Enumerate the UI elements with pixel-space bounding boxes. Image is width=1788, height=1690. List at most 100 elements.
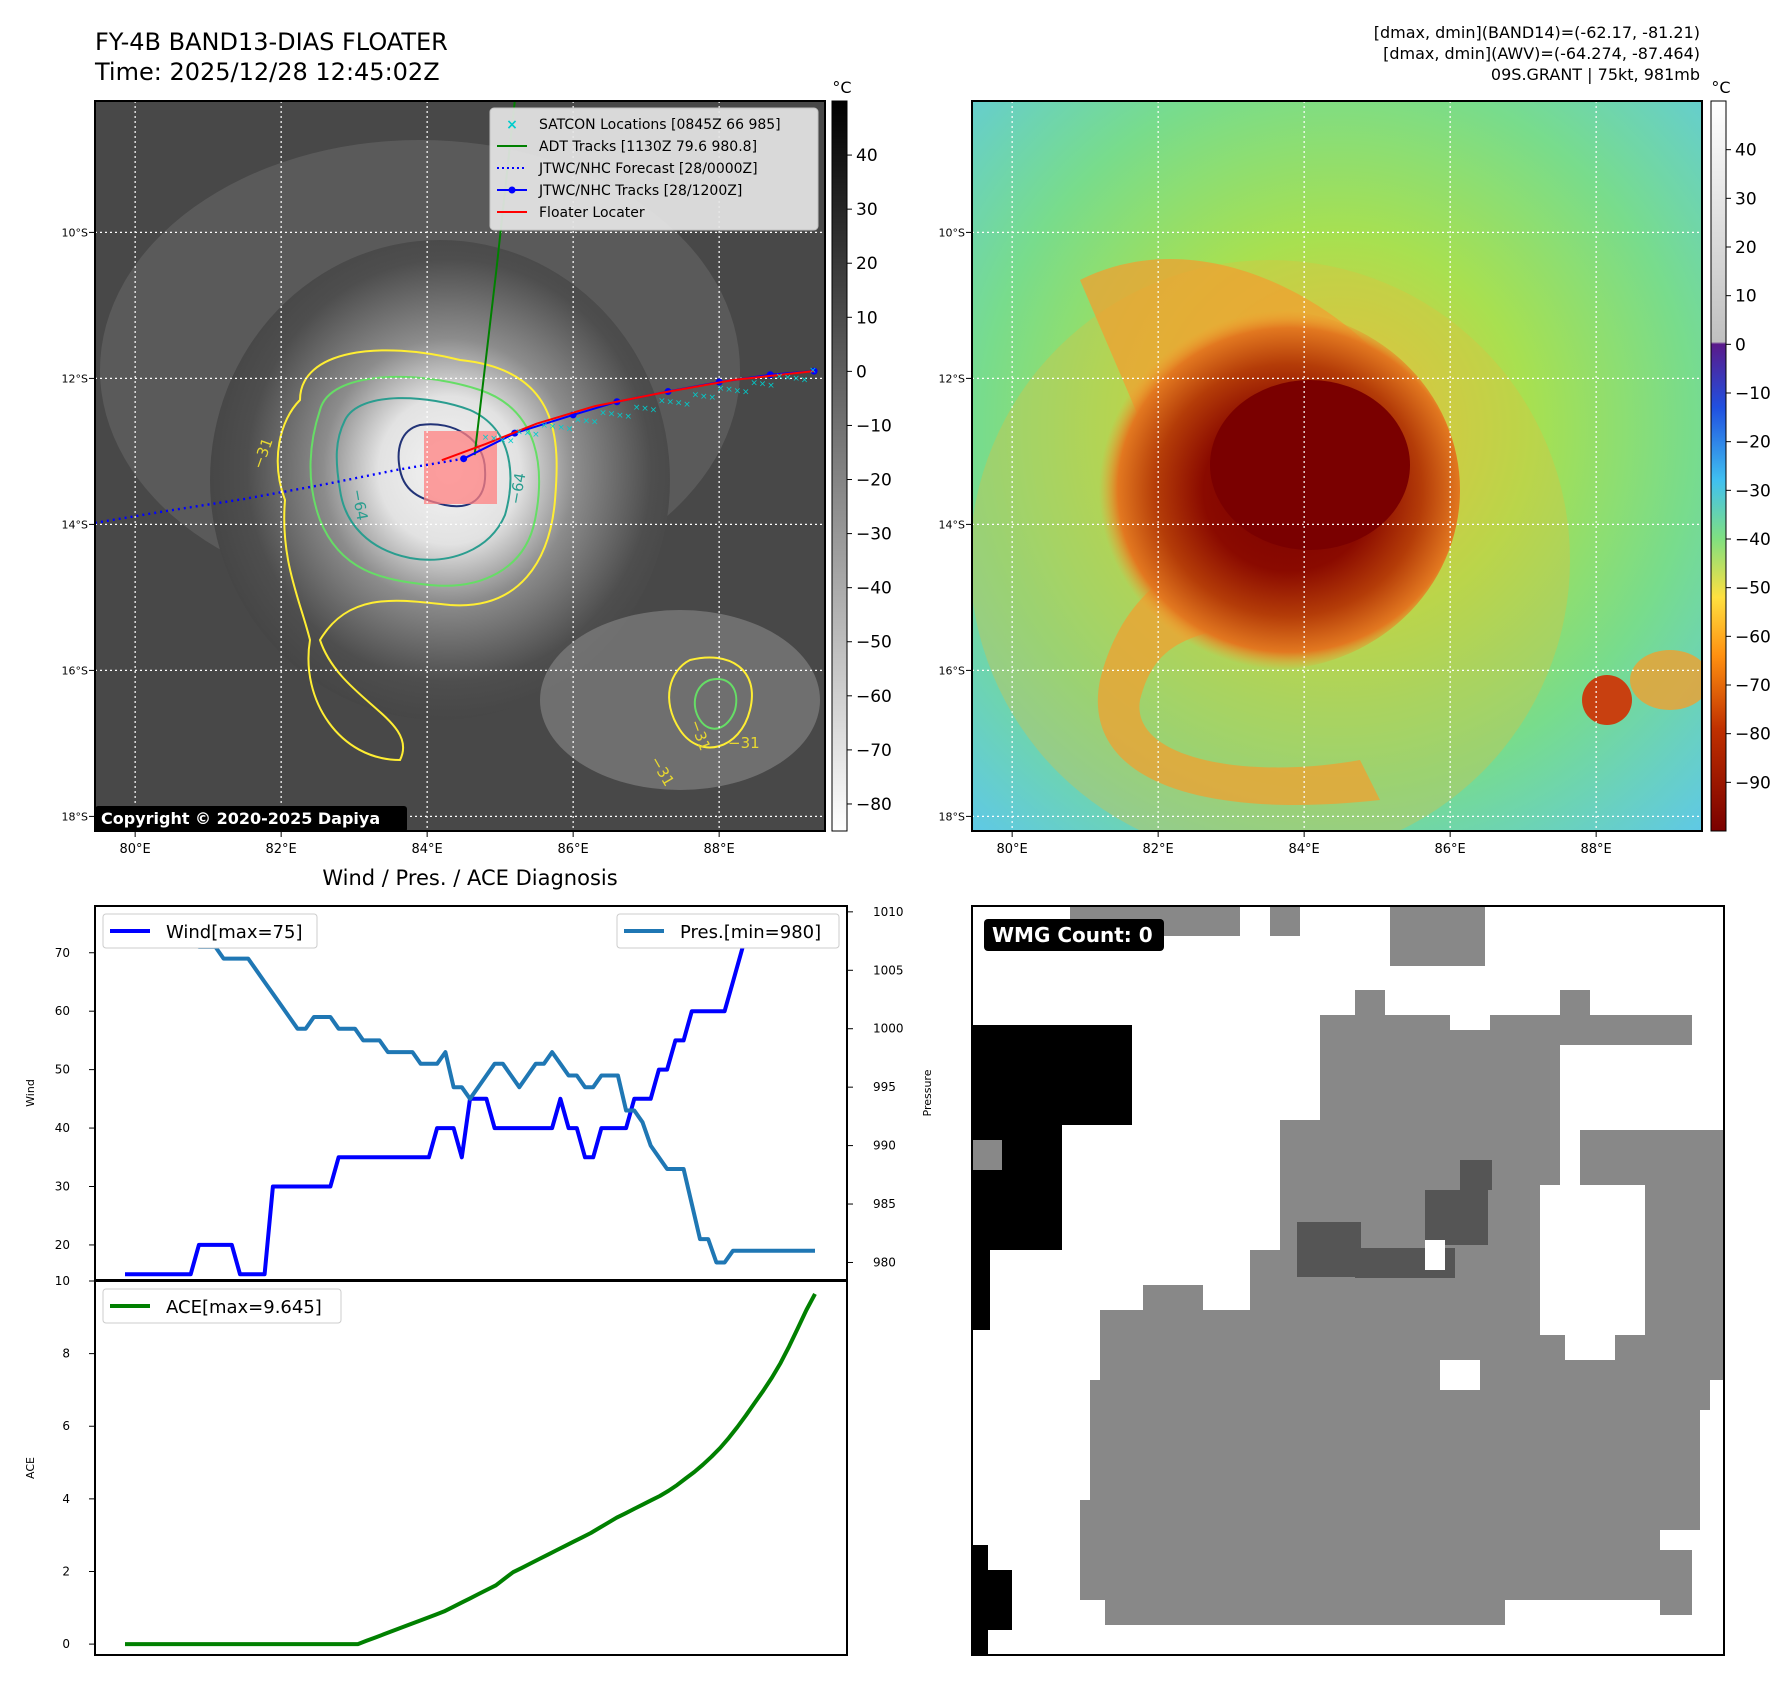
satcon-location: × (767, 381, 775, 391)
satcon-location: × (574, 415, 582, 425)
colorbar-tick-label: −40 (1735, 530, 1771, 550)
awv-southeast-cell (1582, 675, 1632, 725)
satcon-location: × (683, 400, 691, 410)
colorbar-tick-label: −10 (856, 416, 892, 436)
colorbar-tick-label: −20 (1735, 433, 1771, 453)
wmg-cell-gray (1270, 906, 1300, 936)
satcon-location: × (734, 386, 742, 396)
awv-panel: 80°E 82°E 84°E 86°E 88°E 10°S 12°S 14°S 16°S 18°S… (939, 78, 1771, 857)
lat-tick-label: 18°S (62, 810, 88, 823)
legend-label-jtwc-forecast: JTWC/NHC Forecast [28/0000Z] (538, 161, 758, 177)
wmg-cell-black (972, 1035, 1022, 1080)
satcon-location: × (499, 435, 507, 445)
colorbar-tick-label: −80 (1735, 725, 1771, 745)
ace-legend-label: ACE[max=9.645] (166, 1297, 322, 1318)
wmg-panel: WMG Count: 0 (971, 905, 1725, 1656)
ir-outer-band (540, 610, 820, 790)
satcon-location: × (666, 397, 674, 407)
colorbar-tick-label: −50 (856, 633, 892, 653)
colorbar-tick-label: −50 (1735, 579, 1771, 599)
wind-pressure-frame (94, 905, 848, 1281)
awv-gridlines (972, 101, 1702, 831)
satcon-location: × (717, 384, 725, 394)
ace-tick-label: 6 (62, 1419, 70, 1433)
awv-cold-core (1210, 380, 1410, 550)
ir-colorbar-ticks: 40 30 20 10 0 −10 −20 −30 −40 −50 −60 −70 −80 (847, 146, 892, 815)
awv-colorbar-unit: °C (1711, 78, 1730, 97)
pressure-tick-label: 1000 (873, 1022, 904, 1036)
colorbar-tick-label: −60 (1735, 627, 1771, 647)
floater-track-line (441, 370, 815, 462)
satcon-location: × (708, 393, 716, 403)
ace-tick-label: 8 (62, 1347, 70, 1361)
wind-tick-label: 30 (55, 1180, 70, 1194)
satcon-location: × (591, 418, 599, 428)
wmg-cell-gray (1105, 1580, 1505, 1625)
satcon-location: × (566, 424, 574, 434)
wind-tick-label: 50 (55, 1063, 70, 1077)
legend-box (489, 107, 819, 231)
colorbar-tick-label: −70 (856, 741, 892, 761)
contour-outer (276, 349, 558, 762)
satcon-location: × (650, 405, 658, 415)
wmg-cell-gray (1660, 1550, 1692, 1615)
pressure-tick-label: 1005 (873, 963, 904, 977)
wind-axis-label: Wind (24, 1079, 37, 1107)
wind-legend: Wind[max=75] (102, 913, 318, 949)
satcon-location: × (515, 428, 523, 438)
satcon-location: × (692, 391, 700, 401)
satcon-location: × (549, 422, 557, 432)
wmg-frame (971, 905, 1725, 1656)
lon-tick-label: 84°E (1289, 842, 1320, 857)
satcon-location: × (633, 403, 641, 413)
satcon-location: × (700, 392, 708, 402)
ace-legend: ACE[max=9.645] (102, 1288, 342, 1324)
satcon-location: × (658, 396, 666, 406)
storm-info: 09S.GRANT | 75kt, 981mb (1491, 65, 1700, 84)
lon-tick-label: 84°E (412, 842, 443, 857)
lon-tick-label: 86°E (1435, 842, 1466, 857)
colorbar-tick-label: −10 (1735, 384, 1771, 404)
colorbar-tick-label: −80 (856, 795, 892, 815)
colorbar-tick-label: 0 (856, 362, 867, 382)
satcon-location: × (809, 366, 817, 376)
satcon-location: × (801, 375, 809, 385)
legend-label-jtwc-track: JTWC/NHC Tracks [28/1200Z] (538, 183, 742, 199)
pressure-axis-label: Pressure (921, 1069, 934, 1116)
diagnosis-title: Wind / Pres. / ACE Diagnosis (322, 866, 617, 890)
colorbar-tick-label: 20 (856, 254, 878, 274)
pressure-tick-label: 995 (873, 1080, 896, 1094)
satcon-location: × (608, 410, 616, 420)
legend-label-floater: Floater Locater (539, 205, 645, 221)
wind-pressure-chart: 20 30 40 50 60 70 980 985 990 995 1000 1005 1010 Win… (24, 905, 934, 1281)
wmg-cell-white (1565, 1330, 1615, 1360)
wmg-cell-dark (1297, 1222, 1361, 1277)
wind-tick-label: 60 (55, 1004, 70, 1018)
satcon-location: × (725, 385, 733, 395)
wmg-cell-gray (1390, 906, 1485, 966)
jtwc-forecast-line (95, 457, 464, 525)
contour-inner (335, 397, 512, 561)
jtwc-track-dot (508, 186, 516, 194)
colorbar-tick-label: 10 (1735, 287, 1757, 307)
pressure-legend: Pres.[min=980] (616, 913, 840, 949)
pressure-tick-label: 980 (873, 1255, 896, 1269)
wmg-badge (984, 919, 1164, 951)
lat-tick-label: 18°S (939, 810, 965, 823)
awv-east-cell (1630, 650, 1702, 710)
ace-series-line (125, 1292, 817, 1647)
pressure-legend-label: Pres.[min=980] (680, 922, 821, 943)
satcon-location: × (583, 416, 591, 426)
jtwc-track-point (810, 367, 818, 375)
ir-colorbar (831, 100, 848, 832)
figure-title-line2: Time: 2025/12/28 12:45:02Z (94, 58, 440, 86)
satcon-location: × (507, 437, 515, 447)
ir-legend: × SATCON Locations [0845Z 66 985] ADT Tr… (489, 107, 819, 231)
wind-tick-label: 40 (55, 1121, 70, 1135)
colorbar-tick-label: −90 (1735, 773, 1771, 793)
contour-mid (309, 375, 540, 587)
ir-frame (94, 100, 826, 832)
lat-tick-label: 12°S (939, 372, 965, 385)
ace-legend-box (102, 1288, 342, 1324)
